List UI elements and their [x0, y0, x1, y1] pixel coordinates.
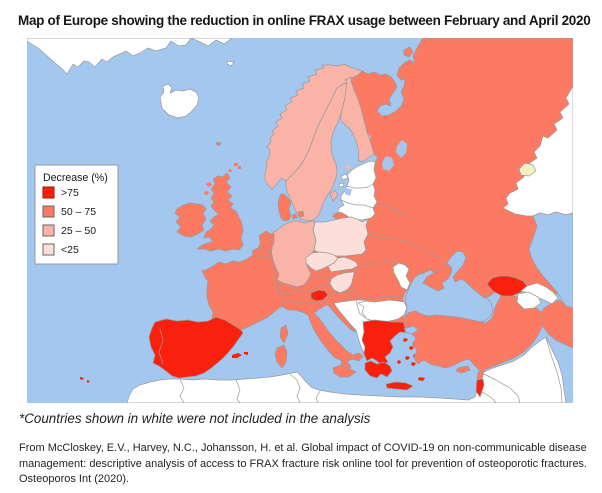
svg-text:<25: <25 [61, 244, 79, 256]
svg-text:>75: >75 [61, 187, 79, 199]
svg-text:25 – 50: 25 – 50 [61, 225, 96, 237]
svg-text:Decrease (%): Decrease (%) [43, 172, 108, 184]
svg-text:50 – 75: 50 – 75 [61, 206, 96, 218]
